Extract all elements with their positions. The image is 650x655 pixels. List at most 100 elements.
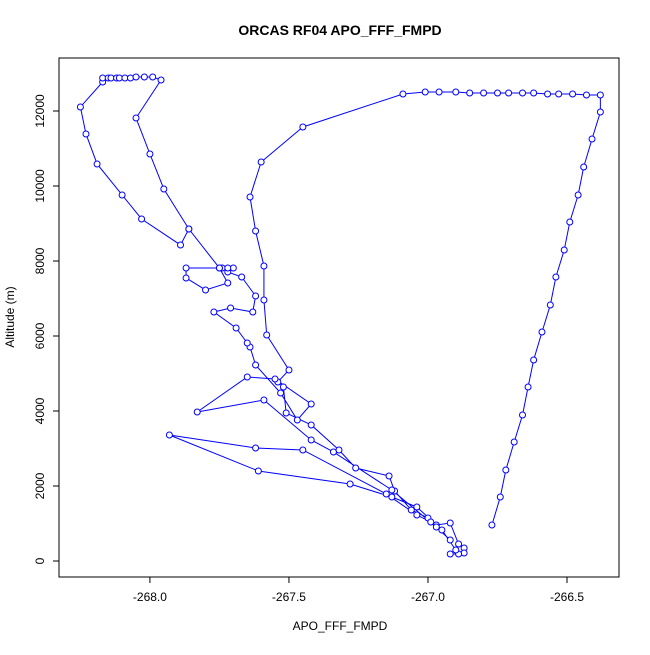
data-point [271,375,279,383]
data-point [307,400,315,408]
data-point [82,130,90,138]
data-point [210,308,218,316]
data-point [246,193,254,201]
data-point [157,76,165,84]
data-point [277,389,285,397]
data-point [569,90,577,98]
data-point [530,356,538,364]
data-point [588,135,596,143]
data-point [260,296,268,304]
data-point [538,328,546,336]
data-point [596,91,604,99]
data-point [260,396,268,404]
data-point [352,464,360,472]
data-point [202,286,210,294]
data-point [413,503,421,511]
data-point [452,546,460,554]
data-point [224,264,232,272]
x-tick-label: -267.0 [411,590,445,604]
data-point [427,518,435,526]
data-point [596,108,604,116]
data-point [252,292,260,300]
y-tick-label: 8000 [33,247,47,274]
data-point [438,526,446,534]
x-tick-label: -266.5 [550,590,584,604]
data-point [455,540,463,548]
data-point [140,73,148,81]
data-point [466,89,474,97]
data-point [160,185,168,193]
y-tick-label: 10000 [33,169,47,203]
data-point [93,160,101,168]
data-point [566,218,574,226]
y-tick-label: 4000 [33,397,47,424]
data-point [243,373,251,381]
data-point [530,89,538,97]
data-point [260,262,268,270]
data-point [555,90,563,98]
data-point [460,549,468,557]
data-point [232,324,240,332]
x-tick-label: -267.5 [272,590,306,604]
plot-box [58,57,620,578]
chart-title: ORCAS RF04 APO_FFF_FMPD [238,22,441,38]
data-point [580,163,588,171]
data-point [138,215,146,223]
data-point [149,73,157,81]
data-point [519,411,527,419]
data-point [385,472,393,480]
data-point [524,383,532,391]
data-point [146,150,154,158]
data-point [582,91,590,99]
data-point [382,490,390,498]
data-point [215,264,223,272]
data-point [510,438,518,446]
y-tick-label: 2000 [33,472,47,499]
data-point [238,273,246,281]
data-point [254,467,262,475]
data-point [263,331,271,339]
data-point [552,273,560,281]
data-point [446,536,454,544]
data-point [243,339,251,347]
y-tick-label: 6000 [33,322,47,349]
data-point [76,103,84,111]
data-point [227,304,235,312]
data-point [224,279,232,287]
data-point [299,123,307,131]
data-point [193,408,201,416]
data-point [249,308,257,316]
data-point [126,74,134,82]
data-point [293,416,301,424]
data-point [279,383,287,391]
x-tick-label: -268.0 [133,590,167,604]
y-axis-label: Altitude (m) [3,286,17,347]
data-point [407,506,415,514]
data-point [496,493,504,501]
data-point [388,493,396,501]
data-point [307,421,315,429]
data-point [329,448,337,456]
data-point [165,431,173,439]
data-point [493,89,501,97]
data-point [452,88,460,96]
data-point [399,90,407,98]
data-point [282,409,290,417]
data-point [388,486,396,494]
data-point [182,264,190,272]
data-point [413,511,421,519]
data-point [252,444,260,452]
data-point [560,246,568,254]
data-point [488,521,496,529]
data-point [285,366,293,374]
data-point [177,241,185,249]
data-point [346,480,354,488]
data-point [574,191,582,199]
data-point [502,466,510,474]
data-point [435,88,443,96]
data-point [132,114,140,122]
y-tick-label: 0 [33,557,47,564]
data-point [182,274,190,282]
